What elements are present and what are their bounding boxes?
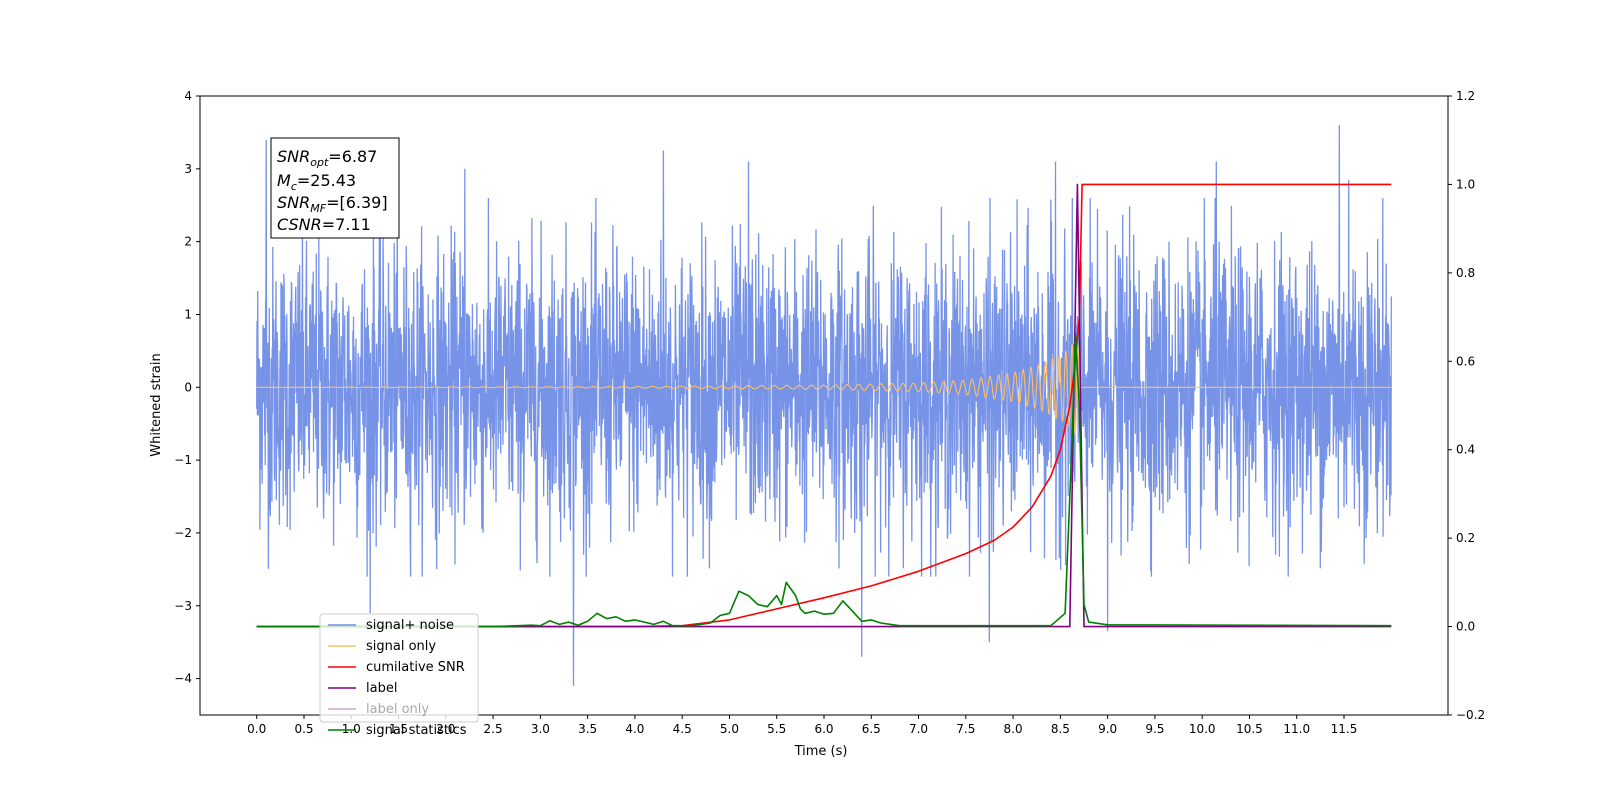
y-tick-label: 0 <box>184 380 192 394</box>
x-axis-ticks: 0.0 0.5 1.0 1.5 2.0 2.5 3.0 3.5 4.0 4.5 5.0 5.5 6.0 6… <box>247 715 1357 736</box>
x-tick-label: 5.5 <box>767 722 786 736</box>
legend-label: label <box>366 681 397 696</box>
x-tick-label: 4.5 <box>673 722 692 736</box>
y2-tick-label: 0.8 <box>1456 266 1475 280</box>
x-tick-label: 11.0 <box>1283 722 1310 736</box>
x-tick-label: 0.5 <box>294 722 313 736</box>
x-tick-label: 7.0 <box>909 722 928 736</box>
y-tick-label: −4 <box>174 672 192 686</box>
y2-tick-label: −0.2 <box>1456 708 1485 722</box>
y2-tick-label: 0.2 <box>1456 531 1475 545</box>
y-tick-label: 1 <box>184 307 192 321</box>
x-tick-label: 1.5 <box>389 722 408 736</box>
y-axis-ticks: −4 −3 −2 −1 0 1 2 3 4 <box>174 89 200 686</box>
x-tick-label: 2.0 <box>436 722 455 736</box>
legend-label: signal only <box>366 639 436 654</box>
x-tick-label: 5.0 <box>720 722 739 736</box>
series-signal-statistics <box>256 334 1392 628</box>
x-tick-label: 8.5 <box>1051 722 1070 736</box>
x-tick-label: 4.0 <box>625 722 644 736</box>
x-tick-label: 9.0 <box>1098 722 1117 736</box>
annotation-snr-opt: SNRopt=6.87 <box>277 147 377 169</box>
legend-frame <box>319 613 479 723</box>
x-tick-label: 2.5 <box>484 722 503 736</box>
x-tick-label: 11.5 <box>1331 722 1358 736</box>
annotation-snr-mf: SNRMF=[6.39] <box>277 193 388 215</box>
legend-item-signal-plus-noise: signal+ noise <box>328 618 454 633</box>
annotation-mc: Mc=25.43 <box>277 171 356 193</box>
y-axis-label: Whitened strain <box>149 353 164 456</box>
x-tick-label: 10.0 <box>1189 722 1216 736</box>
x-tick-label: 3.5 <box>578 722 597 736</box>
legend-label: label only <box>366 702 429 717</box>
annotation-box-frame <box>270 137 400 239</box>
x-tick-label: 9.5 <box>1145 722 1164 736</box>
x-tick-label: 6.5 <box>862 722 881 736</box>
x-axis-label: Time (s) <box>794 744 848 759</box>
y2-axis-ticks: −0.2 0.0 0.2 0.4 0.6 0.8 1.0 1.2 <box>1448 89 1485 722</box>
series-line-signal-statistics <box>256 334 1392 628</box>
legend-label: signal statistics <box>366 723 467 738</box>
series-line-signal-only <box>256 343 1392 435</box>
legend-item-signal-only: signal only <box>328 639 436 654</box>
legend-item-cumilative-snr: cumilative SNR <box>328 660 465 675</box>
x-tick-label: 10.5 <box>1236 722 1263 736</box>
y-tick-label: 3 <box>184 162 192 176</box>
y-tick-label: −2 <box>174 526 192 540</box>
y2-tick-label: 0.4 <box>1456 443 1475 457</box>
y2-tick-label: 0.0 <box>1456 620 1475 634</box>
x-tick-label: 1.0 <box>342 722 361 736</box>
series-label <box>256 183 1392 628</box>
legend-label: cumilative SNR <box>366 660 465 675</box>
x-tick-label: 6.0 <box>814 722 833 736</box>
y2-tick-label: 0.6 <box>1456 354 1475 368</box>
series-signal-only <box>256 343 1392 435</box>
series-line-signal-plus-noise <box>256 125 1392 686</box>
x-tick-label: 8.0 <box>1004 722 1023 736</box>
x-tick-label: 3.0 <box>531 722 550 736</box>
legend-item-label-only: label only <box>328 702 429 717</box>
series-signal-plus-noise <box>256 125 1392 686</box>
legend-label: signal+ noise <box>366 618 454 633</box>
legend: signal+ noise signal only cumilative SNR la… <box>319 613 479 738</box>
y2-tick-label: 1.2 <box>1456 89 1475 103</box>
annotation-box: SNRopt=6.87 Mc=25.43 SNRMF=[6.39] CSNR=7… <box>270 137 400 239</box>
x-tick-label: 0.0 <box>247 722 266 736</box>
series-line-label <box>256 183 1392 628</box>
annotation-csnr: CSNR=7.11 <box>277 215 371 234</box>
y-tick-label: −1 <box>174 453 192 467</box>
legend-item-signal-statistics: signal statistics <box>328 723 467 738</box>
y-tick-label: 4 <box>184 89 192 103</box>
legend-item-label: label <box>328 681 397 696</box>
y-tick-label: 2 <box>184 235 192 249</box>
x-tick-label: 7.5 <box>956 722 975 736</box>
y-tick-label: −3 <box>174 599 192 613</box>
plot-area <box>256 125 1392 686</box>
y2-tick-label: 1.0 <box>1456 177 1475 191</box>
